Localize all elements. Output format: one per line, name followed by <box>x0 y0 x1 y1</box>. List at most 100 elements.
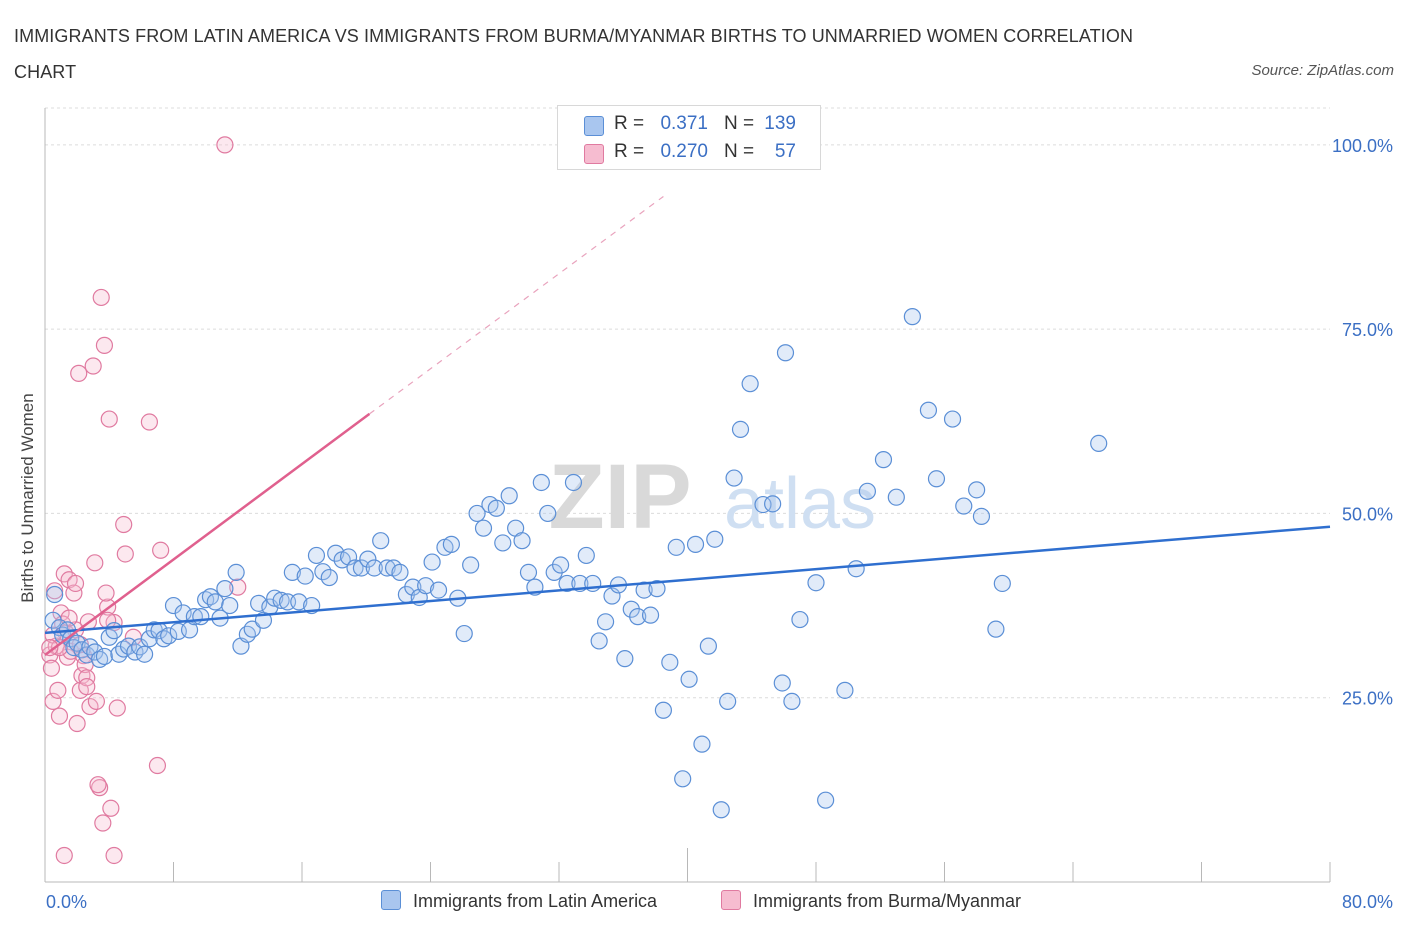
burma-point <box>105 846 123 865</box>
latin-point <box>487 499 505 517</box>
latin-point <box>365 559 383 577</box>
y-tick-label: 50.0% <box>1342 504 1393 524</box>
latin-point <box>968 481 986 499</box>
x-tick-label-max: 80.0% <box>1342 892 1393 912</box>
latin-point <box>955 497 973 515</box>
latin-point <box>250 594 268 612</box>
grid-layer <box>45 107 1330 699</box>
latin-point <box>858 482 877 500</box>
latin-point <box>874 451 893 469</box>
legend-item-latin[interactable]: Immigrants from Latin America <box>381 890 657 912</box>
burma-point <box>100 410 118 428</box>
latin-point <box>160 627 178 645</box>
latin-point <box>283 563 301 582</box>
legend-swatch-latin <box>381 890 401 910</box>
latin-point <box>417 577 435 595</box>
trend-line-burma-extension <box>369 195 664 415</box>
burma-point <box>140 413 159 431</box>
watermark-zip: ZIP <box>548 446 691 548</box>
latin-point <box>327 544 345 562</box>
latin-point <box>577 546 595 565</box>
legend-r-value: 0.371 <box>660 113 708 134</box>
latin-point <box>706 530 724 548</box>
chart-title: IMMIGRANTS FROM LATIN AMERICA VS IMMIGRA… <box>14 26 1134 82</box>
burma-point <box>108 699 126 717</box>
legend-swatch-burma <box>584 144 604 164</box>
legend-r-label: R = <box>614 113 645 134</box>
latin-point <box>699 637 717 655</box>
latin-point <box>359 550 377 568</box>
latin-point <box>648 580 666 598</box>
latin-point <box>352 559 371 577</box>
burma-point <box>94 814 112 832</box>
latin-point <box>320 568 338 587</box>
legend-n-label: N = <box>724 141 755 162</box>
burma-point <box>68 714 86 733</box>
legend-r-value: 0.270 <box>660 141 708 162</box>
latin-point <box>674 770 692 788</box>
latin-point <box>693 735 711 753</box>
latin-point <box>155 630 173 648</box>
burma-point <box>148 756 167 775</box>
latin-point <box>442 535 460 553</box>
latin-point <box>346 559 364 577</box>
latin-point <box>629 608 647 626</box>
latin-point <box>754 495 772 514</box>
latin-point <box>783 692 801 711</box>
burma-point <box>92 288 110 307</box>
latin-point <box>455 624 473 643</box>
latin-point <box>596 613 615 631</box>
source-label: Source: ZipAtlas.com <box>1251 62 1394 79</box>
latin-point <box>836 681 854 699</box>
latin-point <box>791 610 809 629</box>
latin-point <box>667 538 685 556</box>
latin-point <box>1090 434 1108 452</box>
latin-point <box>972 507 991 525</box>
latin-point <box>532 473 550 492</box>
burma-point <box>87 692 106 711</box>
latin-point <box>686 535 705 553</box>
latin-point <box>404 578 422 596</box>
latin-point <box>468 504 486 523</box>
axis-layer <box>44 108 1331 883</box>
latin-point <box>206 593 224 611</box>
trend-line-burma <box>44 412 371 656</box>
points-layer <box>41 136 1108 865</box>
latin-point <box>635 581 653 599</box>
latin-point <box>378 559 396 577</box>
stats-legend: R = 0.371 N = 139 R = 0.270 N = 57 <box>557 105 821 170</box>
x-tick-label-min: 0.0% <box>46 892 87 912</box>
latin-point <box>192 608 210 626</box>
legend-swatch-burma <box>721 890 741 910</box>
y-tick-label: 25.0% <box>1342 689 1393 709</box>
latin-point <box>776 344 795 362</box>
latin-point <box>558 574 576 593</box>
burma-point <box>66 574 85 593</box>
burma-point <box>152 541 170 559</box>
latin-point <box>266 589 284 607</box>
tick-labels: 25.0% 50.0% 75.0% 100.0% 0.0% 80.0% <box>46 136 1393 912</box>
latin-point <box>807 574 825 592</box>
latin-point <box>135 645 154 663</box>
latin-point <box>641 606 660 624</box>
latin-point <box>216 580 234 598</box>
legend-label-latin: Immigrants from Latin America <box>413 891 658 911</box>
latin-point <box>654 701 673 719</box>
latin-point <box>272 591 290 610</box>
burma-point <box>46 582 64 600</box>
watermark-atlas: atlas <box>724 464 876 544</box>
burma-point <box>89 776 107 794</box>
burma-point <box>95 336 114 354</box>
legend-item-burma[interactable]: Immigrants from Burma/Myanmar <box>721 890 1021 912</box>
burma-point <box>49 681 67 699</box>
latin-point <box>238 625 256 643</box>
burma-point <box>229 578 247 596</box>
latin-point <box>661 653 679 671</box>
latin-point <box>680 670 698 688</box>
latin-point <box>712 801 730 819</box>
latin-point <box>773 674 791 692</box>
latin-point <box>95 647 114 666</box>
latin-point <box>725 469 743 487</box>
burma-point <box>44 692 62 711</box>
